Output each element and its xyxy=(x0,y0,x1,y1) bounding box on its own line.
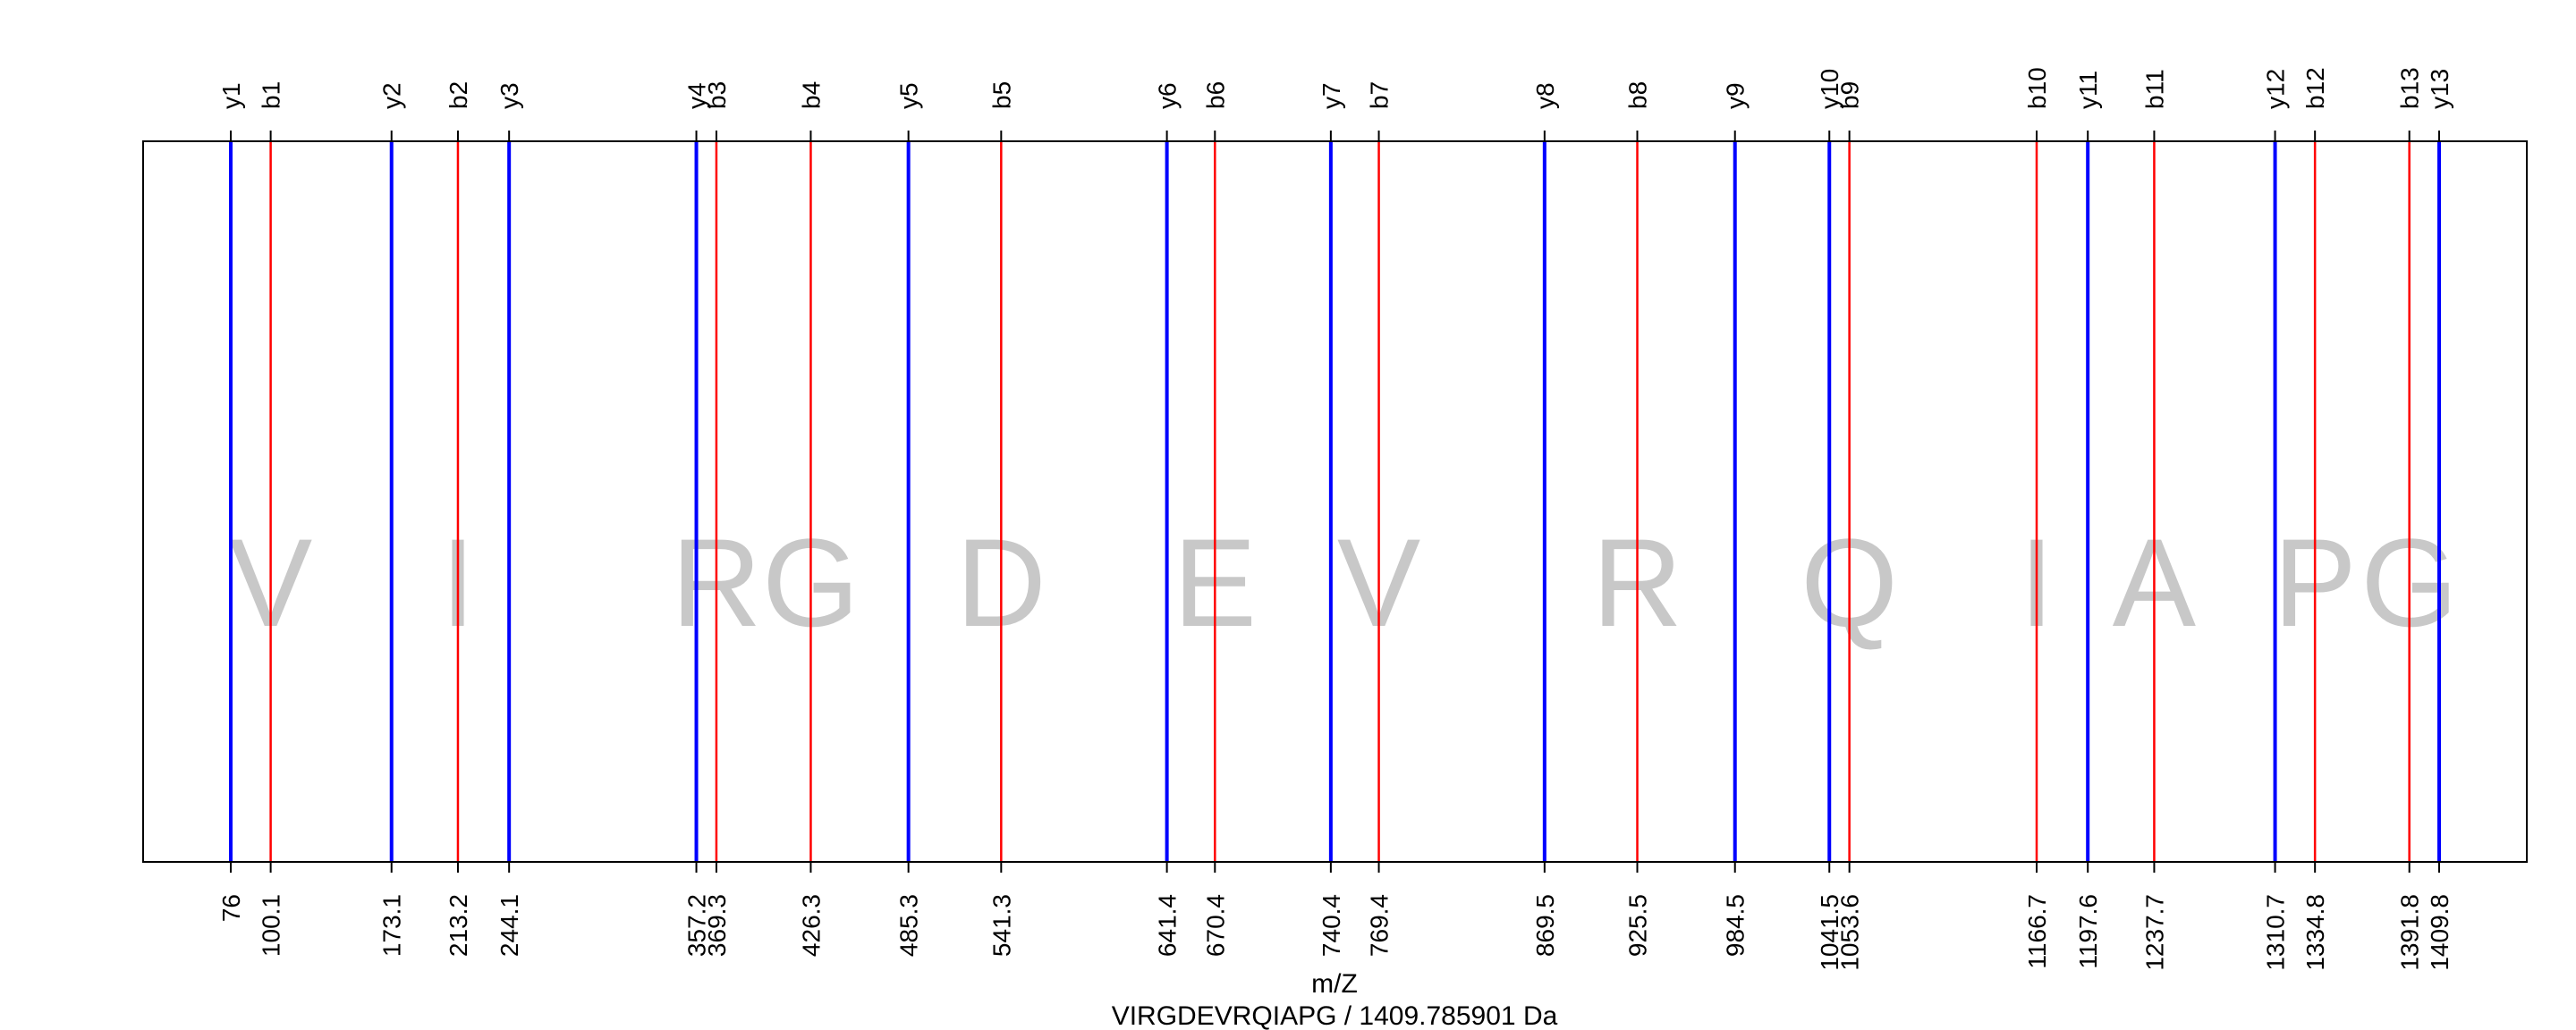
b-ion-label: b1 xyxy=(258,81,285,109)
mz-tick-label: 357.2 xyxy=(683,894,711,957)
y-ion-label: y10 xyxy=(1816,69,1843,109)
mz-tick-label: 925.5 xyxy=(1624,894,1652,957)
b-ion-label: b12 xyxy=(2301,67,2329,109)
mz-tick-label: 173.1 xyxy=(378,894,406,957)
y-ion-label: y1 xyxy=(217,82,245,109)
mz-tick-label: 1166.7 xyxy=(2023,894,2051,969)
b-ion-label: b4 xyxy=(797,81,825,109)
b-ion-label: b2 xyxy=(445,81,472,109)
mz-tick-label: 1237.7 xyxy=(2140,894,2168,971)
b-ion-label: b6 xyxy=(1201,81,1229,109)
x-axis-label: m/Z xyxy=(1311,969,1358,999)
mz-tick-labels: 100.1 213.2 369.3 426.3 541.3 670.4 769.4 925.5… xyxy=(217,862,2453,971)
y-ion-label: y4 xyxy=(683,82,711,109)
mz-tick-label: 869.5 xyxy=(1531,894,1559,957)
y-ion-label: y7 xyxy=(1318,82,1345,109)
y-ion-label: y2 xyxy=(378,82,406,109)
b-ion-label: b10 xyxy=(2023,67,2051,109)
mz-tick-label: 100.1 xyxy=(258,894,285,957)
mz-tick-label: 541.3 xyxy=(987,894,1015,957)
ion-peaks xyxy=(229,141,2441,862)
y-ion-label: y6 xyxy=(1154,82,1182,109)
y-ion-label: y12 xyxy=(2262,69,2290,109)
mz-tick-label: 426.3 xyxy=(797,894,825,957)
mz-tick-label: 984.5 xyxy=(1722,894,1750,957)
mz-tick-label: 76 xyxy=(217,894,245,922)
y-ion-label: y9 xyxy=(1722,82,1750,109)
mz-tick-label: 1391.8 xyxy=(2396,894,2424,971)
y-ion-label: y11 xyxy=(2074,71,2102,109)
b-ion-label: b9 xyxy=(1836,81,1864,109)
mz-tick-label: 670.4 xyxy=(1201,894,1229,957)
b-ion-label: b11 xyxy=(2140,69,2168,109)
y-ion-label: y3 xyxy=(496,82,523,109)
mz-tick-label: 1197.6 xyxy=(2074,894,2102,969)
y-ion-label: y8 xyxy=(1531,82,1559,109)
mz-tick-label: 641.4 xyxy=(1154,894,1182,957)
b-ion-label: b13 xyxy=(2396,67,2424,109)
y-ion-label: y13 xyxy=(2426,69,2453,109)
plot-frame xyxy=(142,140,2528,863)
mz-tick-label: 1053.6 xyxy=(1836,894,1864,971)
mz-tick-label: 244.1 xyxy=(496,894,523,957)
b-ion-label: b8 xyxy=(1624,81,1652,109)
ion-labels: b1 b2 b3 b4 b5 b6 b7 b8 b9 b10 b11 b12 b13 y1 y2 y3 y4 y5… xyxy=(217,67,2453,141)
b-ion-label: b5 xyxy=(987,81,1015,109)
b-ion-label: b3 xyxy=(703,81,731,109)
mz-tick-label: 1409.8 xyxy=(2426,894,2453,971)
y-ion-label: y5 xyxy=(895,82,923,109)
b-ion-label: b7 xyxy=(1366,81,1394,109)
mz-tick-label: 1334.8 xyxy=(2301,894,2329,971)
mz-tick-label: 369.3 xyxy=(703,894,731,957)
mz-tick-label: 769.4 xyxy=(1366,894,1394,957)
mz-tick-label: 1041.5 xyxy=(1816,894,1843,971)
peptide-mass-caption: VIRGDEVRQIAPG / 1409.785901 Da xyxy=(1112,1001,1558,1030)
mz-tick-label: 213.2 xyxy=(445,894,472,957)
mz-tick-label: 485.3 xyxy=(895,894,923,957)
mz-tick-label: 1310.7 xyxy=(2262,894,2290,971)
mz-tick-label: 740.4 xyxy=(1318,894,1345,957)
